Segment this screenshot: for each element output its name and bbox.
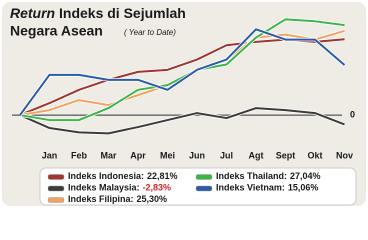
x-tick-label: Okt xyxy=(307,150,322,160)
legend-value: 22,81% xyxy=(147,171,178,181)
x-tick-label: Jan xyxy=(42,150,58,160)
y-tick-label: 0 xyxy=(350,109,355,119)
legend-name: Indeks Indonesia: xyxy=(68,171,144,181)
x-tick-label: Nov xyxy=(336,150,353,160)
legend-swatch xyxy=(47,197,65,203)
legend-value: 25,30% xyxy=(137,194,168,204)
legend-value: -2,83% xyxy=(143,183,172,193)
legend-value: 27,04% xyxy=(290,171,321,181)
chart-title: Negara Asean xyxy=(10,23,103,39)
legend-label: Indeks Filipina: 25,30% xyxy=(68,194,167,204)
legend-name: Indeks Thailand: xyxy=(216,171,287,181)
legend-label: Indeks Thailand: 27,04% xyxy=(216,171,321,181)
legend-swatch xyxy=(47,174,65,180)
legend-name: Indeks Filipina: xyxy=(68,194,134,204)
legend-label: Indeks Malaysia: -2,83% xyxy=(68,183,171,193)
x-tick-label: Agt xyxy=(249,150,264,160)
x-tick-label: Jul xyxy=(220,150,233,160)
legend-label: Indeks Vietnam: 15,06% xyxy=(216,183,318,193)
legend-value: 15,06% xyxy=(288,183,319,193)
series-line xyxy=(19,18,345,122)
legend-name: Indeks Vietnam: xyxy=(216,183,285,193)
series-line xyxy=(19,28,346,116)
panel xyxy=(2,2,366,206)
legend-swatch xyxy=(47,185,65,192)
chart: Return Indeks di Sejumlah Negara Asean (… xyxy=(2,2,366,206)
x-tick-label: Jun xyxy=(189,150,205,160)
x-tick-label: Mei xyxy=(160,150,175,160)
series-line xyxy=(19,107,345,135)
x-tick-label: Sept xyxy=(276,150,296,160)
legend-name: Indeks Malaysia: xyxy=(68,183,140,193)
chart-subtitle: ( Year to Date) xyxy=(124,28,176,37)
legend-swatch xyxy=(195,185,213,192)
chart-title: Return Indeks di Sejumlah xyxy=(10,5,186,21)
x-tick-label: Apr xyxy=(130,150,146,160)
x-tick-label: Mar xyxy=(100,150,117,160)
legend-swatch xyxy=(195,174,213,180)
x-tick-label: Feb xyxy=(71,150,88,160)
legend-label: Indeks Indonesia: 22,81% xyxy=(68,171,178,181)
